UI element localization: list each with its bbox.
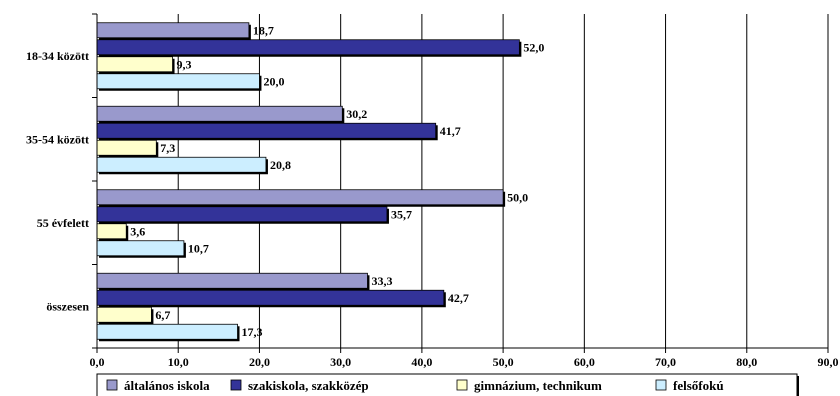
legend-label: általános iskola	[124, 378, 210, 393]
x-tick-label: 70,0	[655, 355, 676, 369]
data-label: 3,6	[130, 224, 145, 238]
legend-swatch	[230, 379, 242, 391]
legend-swatch	[456, 379, 468, 391]
x-tick-label: 20,0	[249, 355, 270, 369]
data-label: 30,2	[346, 107, 367, 121]
legend-label: gimnázium, technikum	[474, 378, 602, 393]
data-label: 18,7	[253, 23, 274, 37]
x-tick-label: 90,0	[818, 355, 839, 369]
bar	[96, 272, 368, 289]
data-label: 9,3	[177, 57, 192, 71]
grid-lines	[177, 14, 829, 348]
x-tick-label: 0,0	[90, 355, 105, 369]
data-label: 35,7	[391, 207, 412, 221]
bar	[96, 122, 437, 139]
data-label: 7,3	[160, 141, 175, 155]
bar	[96, 306, 152, 323]
x-tick-label: 10,0	[168, 355, 189, 369]
bar	[96, 289, 445, 306]
x-tick-label: 60,0	[574, 355, 595, 369]
bar	[96, 22, 250, 39]
bars: 18,7 52,0 9,3 20,0 30,2 41,7 7,3 20,8 50,0 35,7 3,…	[96, 22, 544, 342]
category-label: 55 évfelett	[37, 216, 89, 230]
bar	[96, 56, 173, 73]
bar	[96, 240, 185, 257]
legend-swatch	[106, 379, 118, 391]
data-label: 42,7	[448, 291, 469, 305]
bar	[96, 73, 260, 90]
bar	[96, 223, 127, 240]
x-tick-label: 50,0	[493, 355, 514, 369]
x-tick-label: 40,0	[411, 355, 432, 369]
data-label: 50,0	[507, 190, 528, 204]
data-label: 33,3	[371, 274, 392, 288]
data-label: 20,8	[270, 158, 291, 172]
data-label: 6,7	[155, 308, 170, 322]
axes: 18-34 között 35-54 között 55 évfelett össze…	[26, 13, 839, 369]
category-label: 18-34 között	[26, 49, 89, 63]
bar	[96, 105, 343, 122]
data-label: 41,7	[440, 124, 461, 138]
legend-box	[96, 373, 798, 396]
x-tick-label: 30,0	[330, 355, 351, 369]
legend-swatch	[655, 379, 667, 391]
x-tick-label: 80,0	[736, 355, 757, 369]
data-label: 52,0	[523, 40, 544, 54]
bar	[96, 189, 504, 206]
legend-label: felsőfokú	[673, 378, 724, 393]
bar	[96, 323, 238, 340]
legend-label: szakiskola, szakközép	[248, 378, 369, 393]
category-label: 35-54 között	[26, 132, 89, 146]
bar	[96, 39, 520, 56]
bar	[96, 206, 388, 223]
data-label: 17,3	[242, 325, 263, 339]
legend: általános iskola szakiskola, szakközép gim…	[96, 373, 799, 396]
category-label: összesen	[46, 299, 89, 313]
data-label: 10,7	[188, 241, 209, 255]
bar	[96, 139, 157, 156]
bar	[96, 156, 267, 173]
data-label: 20,0	[263, 74, 284, 88]
